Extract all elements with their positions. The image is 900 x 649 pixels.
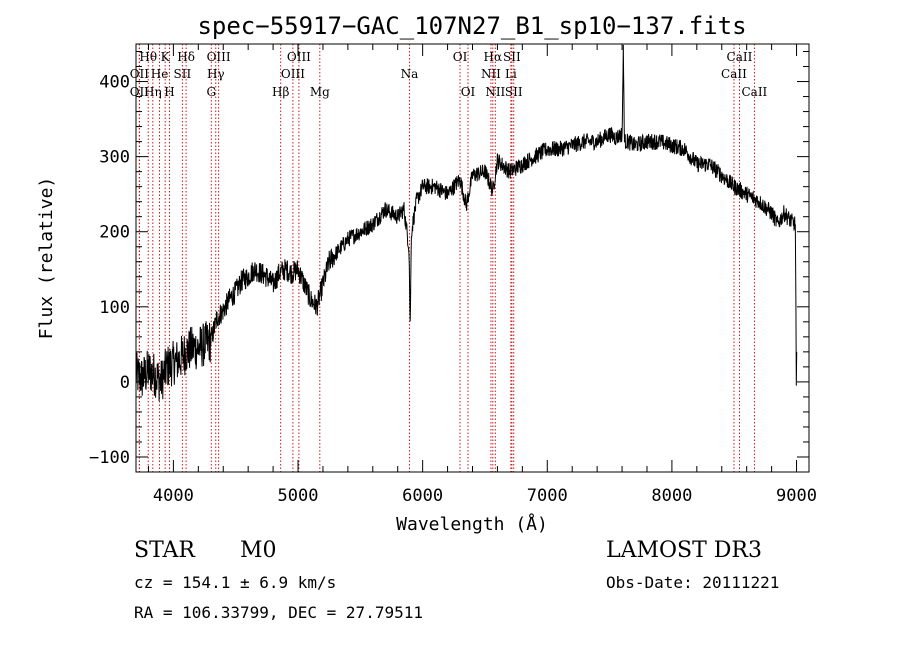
emission-line-label: H <box>164 85 174 99</box>
y-tick-label: 300 <box>99 148 130 168</box>
emission-line-label: OIII <box>207 50 231 64</box>
y-tick-label: −100 <box>89 448 130 468</box>
x-tick-label: 5000 <box>278 486 319 506</box>
y-tick-label: 200 <box>99 223 130 243</box>
emission-line-label: OI <box>453 50 468 64</box>
chart-title: spec−55917−GAC_107N27_B1_sp10−137.fits <box>197 12 746 40</box>
emission-line-label: OII <box>130 85 150 99</box>
emission-line-labels: OIIHθOIIHηHeKHSIIHδGHγOIIIHβOIIIOIIIMgNa… <box>130 50 768 99</box>
x-tick-label: 8000 <box>651 486 692 506</box>
emission-line-label: Hγ <box>207 67 225 81</box>
x-tick-label: 7000 <box>527 486 568 506</box>
object-class: STAR <box>134 538 195 563</box>
y-tick-label: 400 <box>99 73 130 93</box>
emission-line-label: He <box>151 67 169 81</box>
emission-line-label: K <box>161 50 171 64</box>
emission-line-markers <box>138 44 755 472</box>
emission-line-label: NII <box>481 67 501 81</box>
emission-line-label: Hδ <box>177 50 195 64</box>
emission-line-label: G <box>206 85 216 99</box>
emission-line-label: NII <box>485 85 505 99</box>
emission-line-label: Hα <box>484 50 503 64</box>
coordinates: RA = 106.33799, DEC = 27.79511 <box>134 603 423 622</box>
emission-line-label: Hη <box>144 85 162 99</box>
y-axis-label: Flux (relative) <box>36 177 57 340</box>
y-tick-label: 0 <box>120 373 130 393</box>
emission-line-label: Hθ <box>139 50 157 64</box>
emission-line-label: OI <box>461 85 476 99</box>
spectrum-line <box>135 44 798 402</box>
object-subclass: M0 <box>240 538 277 563</box>
emission-line-label: Li <box>505 67 517 81</box>
emission-line-label: CaII <box>721 67 747 81</box>
emission-line-label: OIII <box>287 50 311 64</box>
emission-line-label: CaII <box>741 85 767 99</box>
emission-line-label: OIII <box>281 67 305 81</box>
emission-line-label: CaII <box>727 50 753 64</box>
x-axis: 4000 5000 6000 7000 8000 9000 <box>147 44 817 506</box>
emission-line-label: Mg <box>310 85 330 99</box>
x-tick-label: 4000 <box>153 486 194 506</box>
observation-date: Obs-Date: 20111221 <box>606 573 780 592</box>
y-axis: −100 0 100 200 300 400 <box>89 51 809 468</box>
emission-line-label: SII <box>174 67 192 81</box>
emission-line-label: Na <box>401 67 419 81</box>
x-tick-label: 6000 <box>402 486 443 506</box>
emission-line-label: SII <box>505 85 523 99</box>
survey-name: LAMOST DR3 <box>606 538 762 563</box>
emission-line-label: Hβ <box>272 85 289 99</box>
redshift-value: cz = 154.1 ± 6.9 km/s <box>134 573 337 592</box>
x-tick-label: 9000 <box>776 486 817 506</box>
emission-line-label: OII <box>130 67 150 81</box>
spectrum-path <box>135 44 798 402</box>
x-axis-label: Wavelength (Å) <box>396 513 548 535</box>
emission-line-label: SII <box>503 50 521 64</box>
y-tick-label: 100 <box>99 298 130 318</box>
plot-frame <box>135 43 810 473</box>
